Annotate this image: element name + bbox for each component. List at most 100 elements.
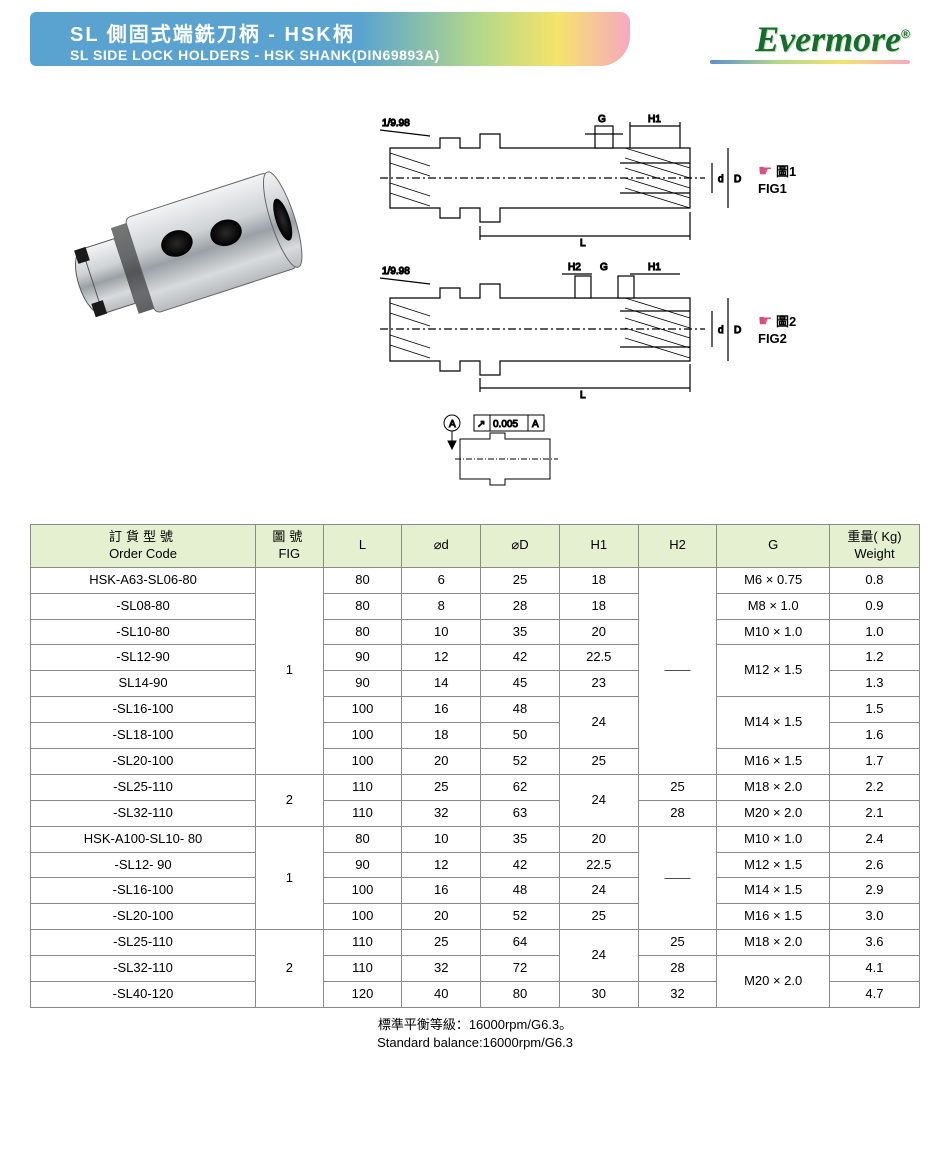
cell-G: M18 × 2.0 [717,930,830,956]
page-header: SL 側固式端銑刀柄 - HSK柄 SL SIDE LOCK HOLDERS -… [30,0,920,78]
cell-L: 80 [323,826,402,852]
svg-text:↗: ↗ [477,419,485,430]
cell-H2: 25 [638,774,717,800]
cell-G: M20 × 2.0 [717,956,830,1008]
cell-weight: 2.1 [829,800,919,826]
cell-H2: —— [638,826,717,930]
cell-G: M12 × 1.5 [717,852,830,878]
table-row: -SL25-110211025622425M18 × 2.02.2 [31,774,920,800]
cell-weight: 4.7 [829,982,919,1008]
cell-D: 35 [481,619,560,645]
cell-d: 18 [402,723,481,749]
cell-D: 52 [481,749,560,775]
arrow-icon: ☛ [758,313,772,330]
cell-D: 45 [481,671,560,697]
cell-H1: 22.5 [559,852,638,878]
cell-H1: 18 [559,567,638,593]
svg-text:d: d [718,174,724,185]
cell-H1: 25 [559,749,638,775]
cell-H1: 25 [559,904,638,930]
cell-fig: 2 [256,774,324,826]
cell-D: 35 [481,826,560,852]
cell-H1: 24 [559,697,638,749]
cell-order-code: -SL25-110 [31,930,256,956]
svg-text:0.005: 0.005 [493,419,518,430]
cell-D: 25 [481,567,560,593]
cell-weight: 2.6 [829,852,919,878]
table-head: 訂貨型號Order Code 圖號FIG L ⌀d ⌀D H1 H2 G 重量(… [31,525,920,568]
svg-text:d: d [718,325,724,336]
cell-L: 100 [323,749,402,775]
table-row: -SL10-8080103520M10 × 1.01.0 [31,619,920,645]
cell-G: M14 × 1.5 [717,878,830,904]
diagram-col: 1/9.98 [370,108,920,504]
th-d: ⌀d [402,525,481,568]
cell-d: 25 [402,774,481,800]
title-cn: SL 側固式端銑刀柄 - HSK柄 [70,18,630,47]
tolerance-row: A ↗ 0.005 A [370,409,920,504]
cell-H1: 30 [559,982,638,1008]
cell-weight: 1.3 [829,671,919,697]
table-row: HSK-A63-SL06-8018062518——M6 × 0.750.8 [31,567,920,593]
fig2-row: 1/9.98 H2 [370,256,920,401]
svg-text:A: A [532,419,539,430]
cell-d: 12 [402,645,481,671]
reg-mark: ® [901,27,910,41]
cell-d: 14 [402,671,481,697]
cell-D: 28 [481,593,560,619]
cell-order-code: -SL32-110 [31,956,256,982]
spec-table: 訂貨型號Order Code 圖號FIG L ⌀d ⌀D H1 H2 G 重量(… [30,524,920,1008]
cell-weight: 1.6 [829,723,919,749]
cell-weight: 1.0 [829,619,919,645]
fig1-cn: 圖1 [776,164,796,179]
cell-L: 80 [323,619,402,645]
cell-d: 12 [402,852,481,878]
footnote-en: Standard balance:16000rpm/G6.3 [377,1035,573,1050]
table-row: -SL12- 9090124222.5M12 × 1.52.6 [31,852,920,878]
fig1-drawing: 1/9.98 [370,108,750,248]
cell-L: 110 [323,930,402,956]
cell-fig: 2 [256,930,324,1008]
cell-order-code: SL14-90 [31,671,256,697]
table-row: -SL16-100100164824M14 × 1.52.9 [31,878,920,904]
th-order-en: Order Code [37,546,249,563]
cell-G: M14 × 1.5 [717,697,830,749]
th-fig-en: FIG [262,546,317,563]
svg-text:G: G [598,114,606,125]
cell-H1: 20 [559,619,638,645]
fig2-label: ☛ 圖2 FIG2 [758,311,818,346]
cell-L: 110 [323,774,402,800]
cell-d: 8 [402,593,481,619]
svg-text:H1: H1 [648,114,661,125]
table-row: -SL12-9090124222.5M12 × 1.51.2 [31,645,920,671]
cell-L: 90 [323,645,402,671]
fig1-en: FIG1 [758,181,787,196]
footnote-cn: 標準平衡等級：16000rpm/G6.3。 [378,1017,572,1032]
cell-order-code: -SL16-100 [31,878,256,904]
table-row: -SL20-100100205225M16 × 1.51.7 [31,749,920,775]
cell-D: 80 [481,982,560,1008]
cell-order-code: -SL18-100 [31,723,256,749]
brand-logo: Evermore® [755,18,910,60]
cell-L: 100 [323,697,402,723]
cell-L: 120 [323,982,402,1008]
th-wt-cn: 重量( Kg) [836,529,913,546]
cell-order-code: -SL32-110 [31,800,256,826]
cell-L: 90 [323,671,402,697]
cell-H1: 20 [559,826,638,852]
cell-order-code: -SL10-80 [31,619,256,645]
cell-D: 64 [481,930,560,956]
th-D: ⌀D [481,525,560,568]
cell-fig: 1 [256,567,324,774]
cell-d: 32 [402,800,481,826]
svg-text:D: D [734,325,741,336]
cell-d: 10 [402,619,481,645]
table-row: -SL32-110110326328M20 × 2.02.1 [31,800,920,826]
cell-G: M20 × 2.0 [717,800,830,826]
figure-area: 1/9.98 [30,108,920,504]
cell-L: 100 [323,878,402,904]
cell-D: 72 [481,956,560,982]
svg-text:L: L [580,390,586,401]
cell-weight: 2.9 [829,878,919,904]
cell-D: 62 [481,774,560,800]
